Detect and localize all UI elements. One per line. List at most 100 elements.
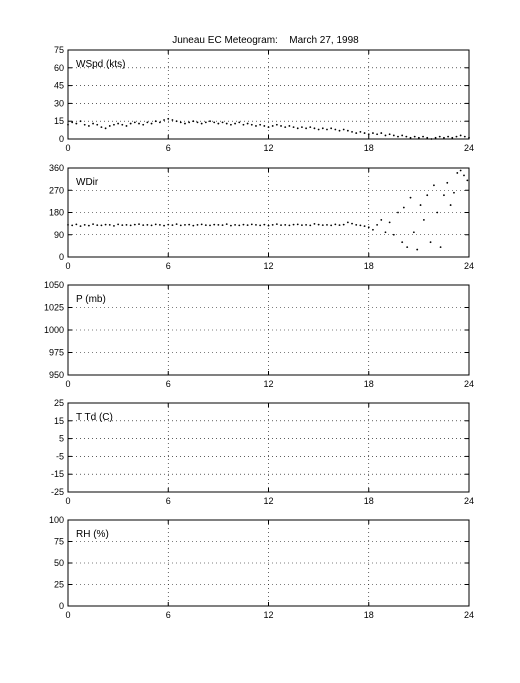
data-point [196,121,199,124]
y-tick-label: -5 [56,451,64,461]
data-point [75,122,78,125]
data-point [384,231,387,234]
data-point [363,132,366,134]
data-point [204,121,207,124]
x-tick-label: 6 [166,143,171,153]
data-point [455,135,458,138]
data-point [146,223,149,226]
data-point [409,196,412,199]
data-point [263,125,266,127]
data-point [292,126,295,129]
data-point [175,120,178,123]
data-point [271,125,274,127]
data-point [125,223,128,226]
data-point [163,119,165,121]
data-point [351,130,353,133]
data-point [275,223,278,226]
data-point [83,223,86,226]
data-point [392,134,395,137]
data-point [154,223,157,226]
data-point [184,223,186,226]
data-point [392,233,395,236]
data-point [175,223,178,226]
data-point [367,133,370,136]
y-tick-label: -15 [51,469,64,479]
data-point [438,135,441,138]
data-point [443,136,445,139]
data-point [221,224,224,227]
data-point [426,194,429,197]
x-tick-label: 12 [263,610,273,620]
data-point [200,223,203,226]
panel-1: 0 6 12 18 24 0 15 30 45 60 75 WSpd (kts) [54,45,474,153]
data-point [255,125,257,127]
data-point [113,123,115,126]
data-point [133,121,136,124]
data-point [380,132,383,134]
y-tick-label: -25 [51,487,64,497]
data-point [138,223,140,226]
data-point [309,126,312,129]
data-point [225,122,228,125]
data-point [401,241,404,244]
y-tick-label: 950 [49,370,64,380]
data-point [259,224,262,227]
y-tick-label: 60 [54,63,64,73]
x-tick-label: 12 [263,379,273,389]
data-point [246,122,249,125]
data-point [321,224,324,227]
data-point [412,231,415,234]
data-point [413,135,416,138]
data-point [372,132,374,134]
data-point [453,191,455,194]
data-point [359,130,362,133]
data-point [158,223,161,226]
figure-date: March 27, 1998 [289,35,359,46]
data-point [317,223,320,226]
data-point [67,223,69,226]
x-tick-label: 0 [65,143,70,153]
x-tick-label: 6 [166,610,171,620]
data-point [83,123,86,126]
data-point [326,223,328,226]
data-point [255,223,257,226]
data-point [108,125,111,127]
data-point [321,127,324,130]
y-tick-label: 270 [49,185,64,195]
data-point [184,122,186,125]
data-point [434,136,437,139]
data-point [167,223,170,226]
data-point [380,219,383,221]
data-point [346,129,349,132]
data-point [439,246,442,249]
data-point [121,224,124,227]
data-point [100,224,103,227]
data-point [71,224,74,227]
data-point [196,223,199,226]
y-tick-label: 25 [54,398,64,408]
data-point [284,223,287,226]
data-point [133,223,136,226]
data-point [305,127,307,130]
x-tick-label: 24 [464,143,474,153]
panel-label: WDir [76,177,99,188]
data-point [468,136,470,139]
y-tick-label: 0 [59,601,64,611]
data-point [108,223,111,226]
data-point [330,224,333,227]
y-tick-label: 50 [54,558,64,568]
data-point [355,132,358,134]
y-tick-label: 0 [59,134,64,144]
data-point [230,123,232,126]
panel-4: 0 6 12 18 24 -25 -15 -5 5 15 25 T Td (C) [51,398,474,506]
data-point [230,224,232,227]
data-point [429,241,432,244]
x-tick-label: 18 [364,496,374,506]
data-point [463,174,465,177]
x-tick-label: 6 [166,261,171,271]
data-point [417,136,420,139]
data-point [150,224,153,227]
data-point [280,125,282,127]
data-point [213,121,216,124]
